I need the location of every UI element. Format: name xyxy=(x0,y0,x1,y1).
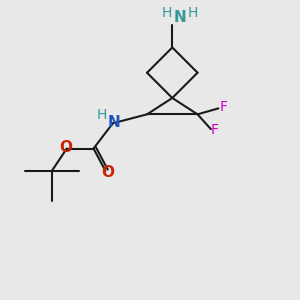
Text: F: F xyxy=(211,123,219,137)
Text: F: F xyxy=(220,100,228,114)
Text: O: O xyxy=(101,165,114,180)
Text: H: H xyxy=(188,6,198,20)
Text: N: N xyxy=(108,115,121,130)
Text: H: H xyxy=(161,6,172,20)
Text: H: H xyxy=(96,108,107,122)
Text: O: O xyxy=(59,140,72,155)
Text: N: N xyxy=(173,10,186,25)
